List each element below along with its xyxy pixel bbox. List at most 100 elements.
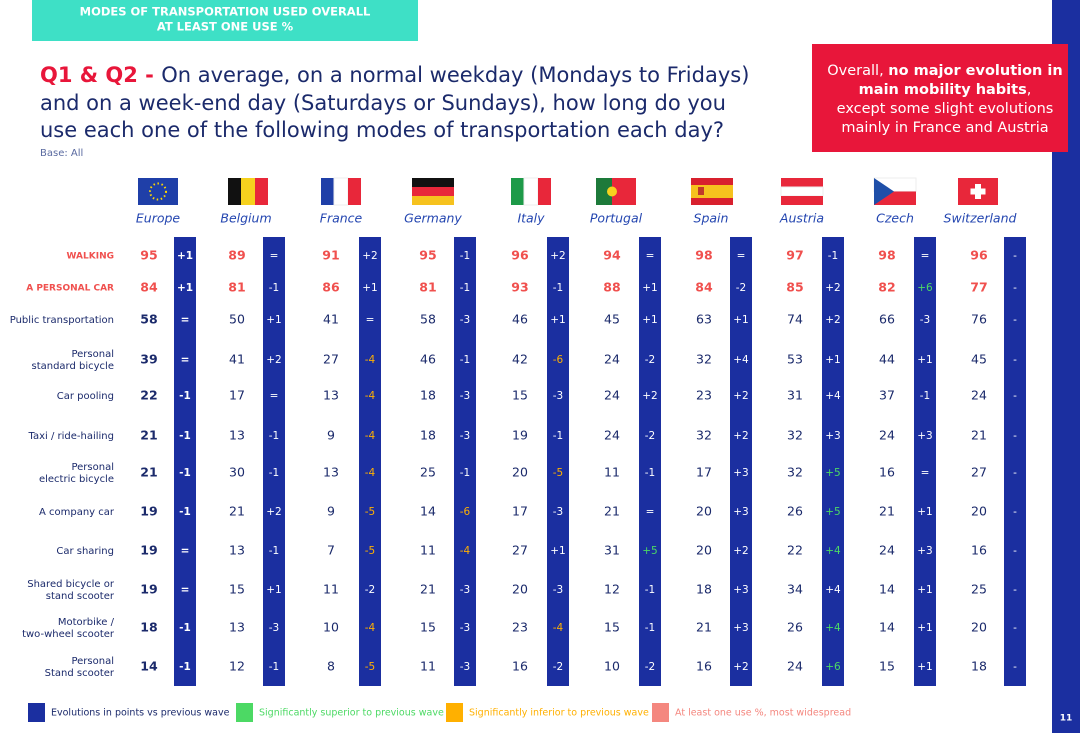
country-name: Czech: [876, 211, 914, 226]
row-label: Taxi / ride-hailing: [28, 431, 115, 442]
cell-value: 8: [327, 659, 335, 674]
question-line: use each one of the following modes of t…: [40, 118, 724, 142]
cell-value: 18: [696, 582, 712, 597]
cell-change: +1: [266, 314, 281, 326]
cell-value: 24: [604, 428, 620, 443]
cell-change: -3: [553, 584, 563, 596]
cell-value: 21: [140, 465, 157, 480]
cell-value: 12: [604, 582, 620, 597]
cell-value: 24: [604, 388, 620, 403]
cell-value: 95: [419, 248, 436, 263]
cell-change: -4: [553, 622, 564, 634]
country-name: Austria: [779, 211, 824, 226]
cell-change: +2: [825, 314, 840, 326]
page-number: 11: [1060, 714, 1073, 724]
cell-change: +3: [733, 506, 748, 518]
cell-change: +3: [917, 545, 932, 557]
tag-box: [32, 0, 418, 41]
cell-value: 94: [603, 248, 621, 263]
cell-value: 58: [420, 312, 436, 327]
cell-value: 58: [140, 312, 157, 327]
cell-value: 32: [787, 465, 803, 480]
cell-change: -3: [920, 314, 930, 326]
row-label: Public transportation: [10, 315, 114, 326]
cell-change: -: [1013, 622, 1017, 634]
cell-change: +2: [733, 390, 748, 402]
cell-value: 20: [971, 620, 987, 635]
cell-value: 45: [604, 312, 620, 327]
cell-change: -1: [645, 622, 655, 634]
cell-change: +2: [550, 250, 565, 262]
callout-segment: ,: [1027, 82, 1032, 98]
cell-value: 91: [322, 248, 339, 263]
cell-change: -1: [269, 661, 279, 673]
cell-change: +1: [642, 282, 657, 294]
row-label: A PERSONAL CAR: [26, 284, 114, 294]
flag-at: [780, 178, 824, 205]
cell-value: 66: [879, 312, 895, 327]
cell-change: -1: [179, 506, 191, 518]
cell-value: 98: [878, 248, 895, 263]
cell-change: -: [1013, 661, 1017, 673]
row-label: two-wheel scooter: [22, 629, 115, 640]
cell-value: 10: [604, 659, 620, 674]
cell-change: -1: [460, 467, 470, 479]
cell-change: +2: [266, 354, 281, 366]
cell-value: 27: [971, 465, 987, 480]
cell-value: 50: [229, 312, 245, 327]
cell-value: 13: [229, 543, 245, 558]
cell-value: 46: [420, 352, 436, 367]
cell-change: -6: [553, 354, 564, 366]
country-name: Germany: [404, 211, 462, 226]
question-line: and on a week-end day (Saturdays or Sund…: [40, 91, 726, 115]
country-name: Portugal: [590, 211, 643, 226]
cell-change: -3: [460, 622, 470, 634]
cell-value: 9: [327, 504, 335, 519]
cell-change: -: [1013, 354, 1017, 366]
cell-change: -: [1013, 282, 1017, 294]
cell-value: 21: [420, 582, 436, 597]
country-name: Switzerland: [944, 211, 1017, 226]
cell-value: 15: [879, 659, 895, 674]
change-column: [639, 237, 661, 686]
flag-eu: [138, 178, 178, 205]
cell-value: 53: [787, 352, 803, 367]
cell-change: -4: [365, 390, 376, 402]
cell-change: -3: [553, 390, 563, 402]
cell-value: 21: [971, 428, 987, 443]
cell-value: 86: [322, 280, 340, 295]
flag-fr: [321, 177, 361, 206]
callout-line: Overall, no major evolution in: [827, 63, 1062, 79]
flag-ch: [958, 178, 998, 205]
cell-value: 11: [323, 582, 339, 597]
cell-value: 13: [323, 465, 339, 480]
cell-change: =: [181, 354, 190, 366]
cell-change: -1: [269, 430, 279, 442]
cell-value: 15: [229, 582, 245, 597]
cell-change: -2: [736, 282, 746, 294]
cell-change: -: [1013, 390, 1017, 402]
callout-line: main mobility habits,: [859, 82, 1032, 98]
cell-value: 81: [228, 280, 245, 295]
cell-value: 20: [512, 465, 528, 480]
cell-change: +1: [917, 622, 932, 634]
cell-change: +2: [733, 661, 748, 673]
cell-value: 14: [879, 620, 895, 635]
cell-change: -1: [460, 354, 470, 366]
cell-value: 84: [695, 280, 713, 295]
callout-segment: no major evolution in: [888, 63, 1062, 79]
flag-de: [412, 178, 454, 205]
flag-pt: [596, 178, 636, 205]
cell-value: 27: [323, 352, 339, 367]
cell-change: +3: [733, 467, 748, 479]
country-name: Europe: [136, 211, 181, 226]
cell-value: 39: [140, 352, 157, 367]
cell-value: 44: [879, 352, 895, 367]
cell-change: +6: [825, 661, 841, 673]
cell-change: -1: [828, 250, 838, 262]
cell-value: 24: [879, 543, 895, 558]
question-text: On average, on a normal weekday (Mondays…: [161, 63, 749, 87]
cell-change: -: [1013, 430, 1017, 442]
cell-change: -4: [365, 354, 376, 366]
